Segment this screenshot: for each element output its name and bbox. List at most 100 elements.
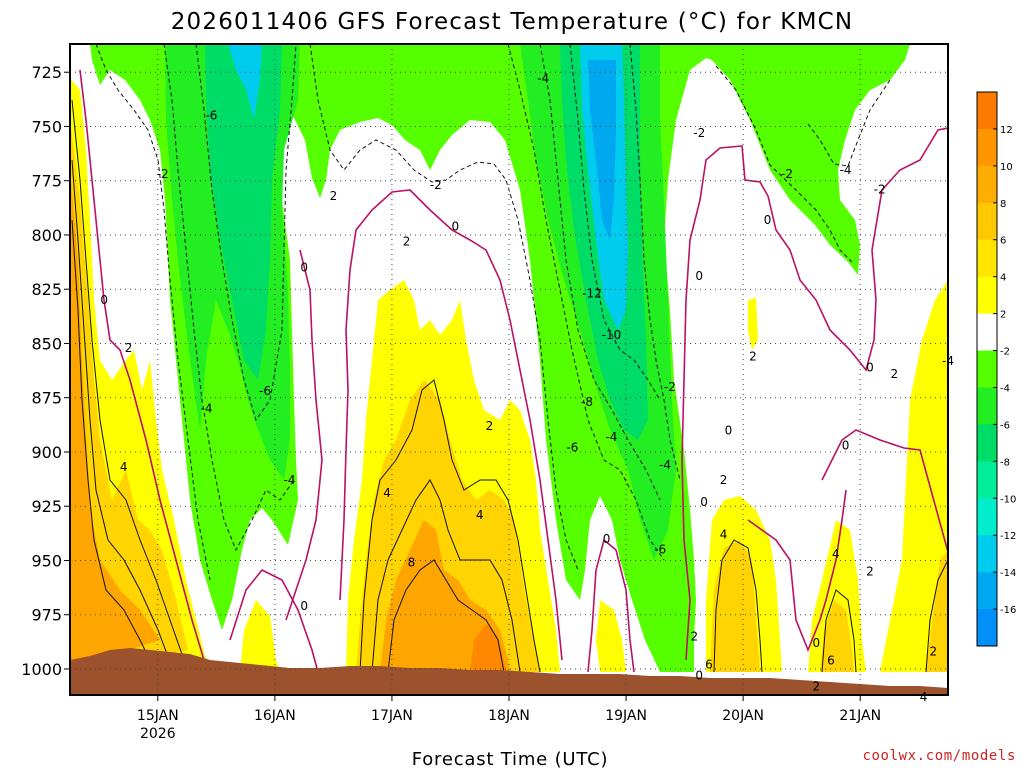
colorbar-label: -12 — [1000, 531, 1016, 542]
contour-label: 0 — [300, 261, 308, 275]
region-warm-west-6 — [70, 170, 160, 668]
colorbar-swatch — [977, 461, 997, 499]
plot-area — [69, 43, 949, 696]
x-axis: 15JAN 2026 16JAN 17JAN 18JAN 19JAN 20JAN 21JAN — [137, 695, 881, 742]
y-tick-label: 925 — [31, 497, 62, 516]
contour-label: 2 — [403, 234, 411, 248]
contour-label: 0 — [700, 495, 708, 509]
contour-label: -4 — [605, 430, 617, 444]
contour-label: 0 — [812, 636, 820, 650]
contour-label: -4 — [659, 458, 671, 472]
y-tick-label: 800 — [31, 226, 62, 245]
region-warm-west-4 — [70, 120, 188, 672]
contour-label: -10 — [602, 328, 622, 342]
colorbar-label: -6 — [1000, 420, 1010, 431]
contour-label: -6 — [654, 543, 666, 557]
colorbar-swatch — [977, 572, 997, 610]
contour-label: -12 — [582, 287, 602, 301]
y-tick-label: 750 — [31, 117, 62, 136]
colorbar-label: -16 — [1000, 605, 1016, 616]
x-tick-sublabel: 2026 — [140, 726, 176, 742]
colorbar-label: 4 — [1000, 273, 1006, 284]
colorbar-swatch — [977, 313, 997, 352]
colorbar-label: 10 — [1000, 162, 1013, 173]
contour-label: -4 — [284, 473, 296, 487]
colorbar-swatch — [977, 609, 997, 647]
x-tick-label: 19JAN — [605, 708, 647, 724]
contour-label: -2 — [781, 167, 793, 181]
terrain-surface — [70, 648, 948, 695]
contour-label: 2 — [749, 349, 757, 363]
contour-label: -6 — [205, 109, 217, 123]
colorbar-swatch — [977, 424, 997, 462]
y-tick-label: 1000 — [21, 660, 62, 679]
y-tick-label: 950 — [31, 551, 62, 570]
contour-label: 8 — [408, 556, 416, 570]
x-axis-label: Forecast Time (UTC) — [412, 749, 609, 768]
contour-label: -2 — [157, 167, 169, 181]
colorbar-swatch — [977, 165, 997, 204]
y-tick-label: 900 — [31, 443, 62, 462]
x-tick-label: 15JAN — [137, 708, 179, 724]
y-tick-label: 725 — [31, 63, 62, 82]
colorbar-swatch — [977, 202, 997, 241]
contour-label: 2 — [866, 564, 874, 578]
x-tick-label: 16JAN — [254, 708, 296, 724]
y-tick-label: 775 — [31, 172, 62, 191]
contour-label: 6 — [705, 658, 713, 672]
colorbar-label: 12 — [1000, 125, 1013, 136]
contour-label: -4 — [537, 72, 549, 86]
colorbar-label: -14 — [1000, 568, 1016, 579]
contour-label: 0 — [300, 599, 308, 613]
grid — [70, 44, 948, 695]
colorbar-swatch — [977, 535, 997, 573]
contour-label: -2 — [430, 178, 442, 192]
contour-label: -4 — [201, 402, 213, 416]
colorbar-label: 6 — [1000, 236, 1006, 247]
contour-label: -8 — [581, 395, 593, 409]
contour-label: 2 — [812, 679, 820, 693]
colorbar-swatch — [977, 387, 997, 425]
contour-label: 0 — [695, 269, 703, 283]
colorbar-swatch — [977, 276, 997, 315]
contour-label: -4 — [942, 354, 954, 368]
colorbar-swatch — [977, 239, 997, 278]
contour-label: 2 — [691, 629, 699, 643]
x-tick-label: 21JAN — [839, 708, 881, 724]
y-tick-label: 825 — [31, 280, 62, 299]
colorbar: 12 10 8 6 4 2 -2 -4 -6 -8 -10 -12 -14 -16 — [976, 91, 1016, 647]
contour-label: -4 — [840, 163, 852, 177]
colorbar-label: 8 — [1000, 199, 1006, 210]
contour-label: 2 — [720, 473, 728, 487]
region-warm-east-b-4 — [820, 550, 948, 672]
y-tick-label: 850 — [31, 334, 62, 353]
colorbar-label: -10 — [1000, 494, 1016, 505]
region-below-minus-12 — [228, 44, 628, 330]
contour-label: 2 — [891, 367, 899, 381]
contour-label: 2 — [330, 189, 338, 203]
source-credit: coolwx.com/models — [863, 748, 1017, 764]
colorbar-label: 2 — [1000, 310, 1006, 321]
x-tick-label: 18JAN — [488, 708, 530, 724]
colorbar-label: -8 — [1000, 457, 1010, 468]
contour-label: 2 — [930, 645, 938, 659]
y-tick-label: 975 — [31, 606, 62, 625]
contour-label: -2 — [664, 380, 676, 394]
positive-isotherms — [71, 99, 948, 673]
region-warm-central-12 — [470, 624, 506, 672]
x-tick-label: 17JAN — [371, 708, 413, 724]
contour-label: 0 — [452, 219, 460, 233]
contour-label: 2 — [486, 419, 494, 433]
colorbar-swatch — [977, 92, 997, 130]
temperature-fill-regions — [70, 44, 948, 695]
colorbar-swatch — [977, 128, 997, 167]
negative-isotherms — [95, 44, 891, 581]
contour-label: 0 — [764, 213, 772, 227]
contour-label: -2 — [874, 182, 886, 196]
region-below-minus-16 — [588, 60, 616, 240]
contour-label: 0 — [695, 668, 703, 682]
contour-label: -6 — [259, 384, 271, 398]
x-tick-label: 20JAN — [722, 708, 764, 724]
colorbar-frame — [976, 91, 998, 647]
